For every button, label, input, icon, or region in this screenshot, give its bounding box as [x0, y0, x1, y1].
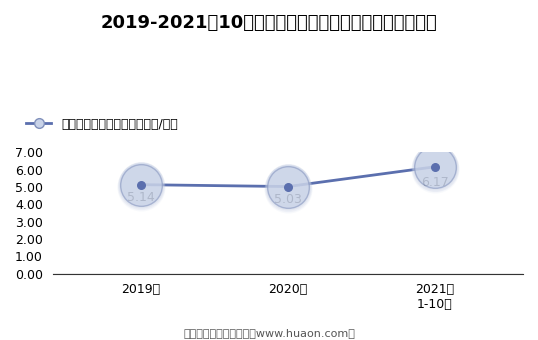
Text: 制图：华经产业研究院（www.huaon.com）: 制图：华经产业研究院（www.huaon.com） [183, 328, 355, 338]
Point [430, 165, 439, 171]
Point [430, 163, 439, 168]
Point [430, 165, 439, 170]
Point [137, 182, 145, 187]
Point [430, 163, 439, 169]
Point [137, 182, 145, 187]
Point [137, 184, 145, 189]
Point [137, 183, 145, 189]
Point [284, 182, 292, 188]
Point [284, 184, 292, 189]
Point [430, 164, 439, 169]
Point [430, 164, 439, 170]
Legend: 干制红枣期货成交均价（万元/手）: 干制红枣期货成交均价（万元/手） [22, 113, 183, 136]
Point [137, 182, 145, 187]
Point [284, 184, 292, 189]
Point [430, 163, 439, 168]
Point [284, 185, 292, 190]
Point [284, 183, 292, 189]
Point [137, 181, 145, 186]
Point [137, 182, 145, 187]
Point [284, 186, 292, 191]
Point [137, 182, 145, 188]
Point [284, 184, 292, 190]
Point [430, 165, 439, 170]
Text: 2019-2021年10月郑州商品交易所干制红枣期货成交均价: 2019-2021年10月郑州商品交易所干制红枣期货成交均价 [101, 14, 437, 32]
Point [137, 180, 145, 186]
Text: 5.03: 5.03 [274, 193, 302, 206]
Point [284, 183, 292, 188]
Point [430, 164, 439, 170]
Point [430, 166, 439, 172]
Point [137, 183, 145, 188]
Point [284, 183, 292, 188]
Point [137, 181, 145, 187]
Point [430, 166, 439, 171]
Point [284, 184, 292, 189]
Point [284, 185, 292, 190]
Text: 6.17: 6.17 [421, 176, 449, 189]
Point [430, 164, 439, 170]
Point [137, 184, 145, 189]
Text: 5.14: 5.14 [127, 191, 155, 204]
Point [284, 186, 292, 191]
